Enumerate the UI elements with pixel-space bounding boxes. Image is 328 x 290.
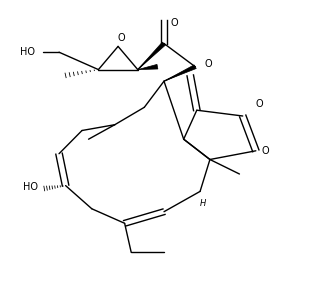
Text: HO: HO [23,182,38,192]
Text: O: O [255,99,263,109]
Polygon shape [138,42,166,70]
Text: O: O [170,18,178,28]
Polygon shape [164,65,196,81]
Text: H: H [200,198,207,208]
Text: O: O [262,146,270,156]
Text: O: O [204,59,212,69]
Text: O: O [117,33,125,43]
Text: HO: HO [20,47,35,57]
Polygon shape [138,64,158,70]
